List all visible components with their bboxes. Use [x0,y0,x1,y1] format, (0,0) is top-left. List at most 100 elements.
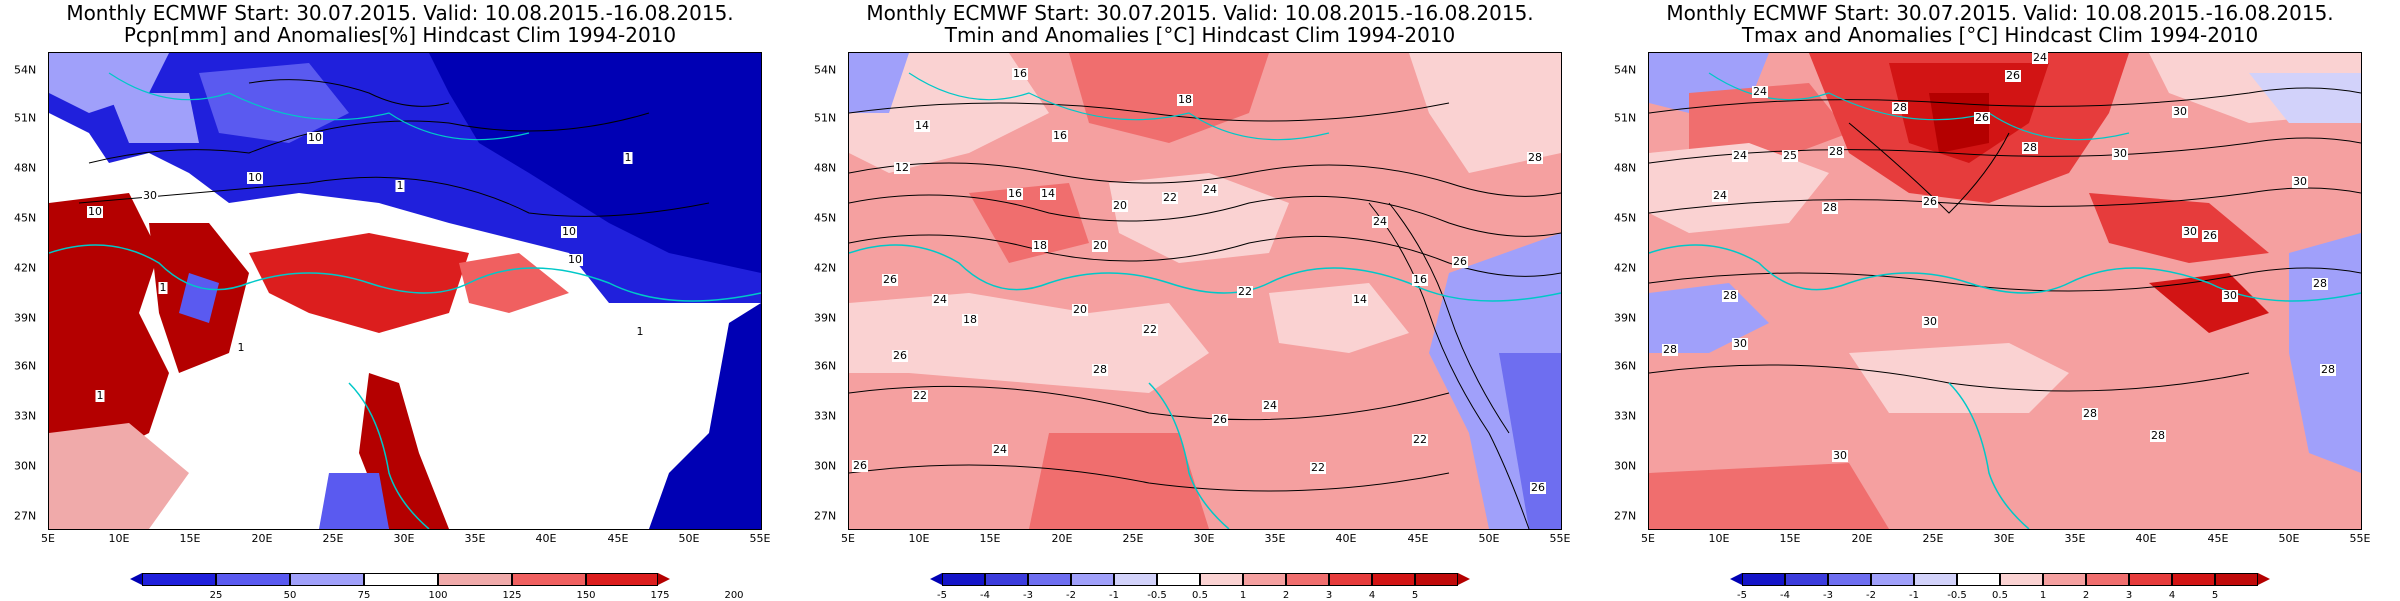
contour-label: 28 [2150,429,2166,442]
colorbar-segment [1914,573,1957,586]
lat-label: 54N [1614,63,1637,77]
colorbar-label: 125 [502,590,522,601]
colorbar-label: 4 [2168,590,2176,601]
contour-label: 1 [395,179,405,192]
contour-label: 26 [892,349,908,362]
contour-label: 10 [87,205,103,218]
colorbar-label: -5 [1737,590,1747,601]
map-tmax [1648,52,2362,530]
colorbar-label: 2 [2082,590,2090,601]
contour-label: 18 [1032,239,1048,252]
contour-label: 26 [1452,255,1468,268]
lon-label: 55E [2349,532,2371,545]
colorbar-segment [216,573,290,586]
colorbar-max-arrow [1458,573,1470,585]
lat-label: 27N [1614,509,1637,523]
lat-label: 48N [1614,161,1637,175]
map-fill [1649,53,2361,529]
lat-label: 39N [1614,311,1637,325]
lat-label: 39N [814,311,837,325]
contour-label: 16 [1007,187,1023,200]
contour-label: 18 [962,313,978,326]
colorbar-max-arrow [2258,573,2270,585]
colorbar-segment [438,573,512,586]
panel-title-line1: Monthly ECMWF Start: 30.07.2015. Valid: … [866,1,1534,25]
contour-label: 28 [2320,363,2336,376]
lon-label: 25E [322,532,344,545]
lon-label: 35E [464,532,486,545]
contour-label: 1 [95,389,105,402]
lon-label: 5E [1641,532,1655,545]
contour-label: 30 [2182,225,2198,238]
map-fill [849,53,1561,529]
contour-label: 28 [1822,201,1838,214]
colorbar-segment [1157,573,1200,586]
lon-label: 55E [1549,532,1571,545]
lat-label: 51N [814,111,837,125]
contour-label: 20 [1072,303,1088,316]
panel-title-line1: Monthly ECMWF Start: 30.07.2015. Valid: … [1666,1,2334,25]
lon-label: 10E [108,532,130,545]
colorbar-segment [1286,573,1329,586]
contour-label: 30 [1732,337,1748,350]
contour-label: 10 [561,225,577,238]
colorbar-label: 3 [1325,590,1333,601]
colorbar [1730,573,2270,586]
colorbar-label: -1 [1909,590,1919,601]
contour-label: 26 [882,273,898,286]
colorbar-segment [2215,573,2258,586]
contour-label: 28 [2082,407,2098,420]
colorbar-label: -0.5 [1947,590,1967,601]
contour-label: 28 [1662,343,1678,356]
contour-label: 22 [1142,323,1158,336]
colorbar-label: 1 [2039,590,2047,601]
lon-label: 45E [1407,532,1429,545]
contour-label: 24 [1712,189,1728,202]
colorbar-segment [1028,573,1071,586]
contour-label: 10 [307,131,323,144]
colorbar-segment [290,573,364,586]
lon-label: 15E [1779,532,1801,545]
contour-label: 26 [852,459,868,472]
lon-label: 10E [1708,532,1730,545]
contour-label: 22 [1162,191,1178,204]
colorbar-min-arrow [130,573,142,585]
colorbar-label: 5 [2211,590,2219,601]
lat-label: 54N [14,63,37,77]
map-tmin [848,52,1562,530]
panel-precipitation: Monthly ECMWF Start: 30.07.2015. Valid: … [0,0,800,601]
colorbar-segment [1200,573,1243,586]
contour-label: 16 [1412,273,1428,286]
contour-label: 22 [912,389,928,402]
colorbar-label: 75 [357,590,371,601]
colorbar-segment [2000,573,2043,586]
colorbar-label: -2 [1066,590,1076,601]
contour-label: 28 [1828,145,1844,158]
contour-label: 26 [1974,111,1990,124]
contour-label: 24 [2032,51,2048,64]
lat-label: 51N [1614,111,1637,125]
lon-label: 35E [1264,532,1286,545]
contour-label: 12 [894,161,910,174]
colorbar-max-arrow [658,573,670,585]
lon-label: 35E [2064,532,2086,545]
lon-label: 40E [535,532,557,545]
colorbar [930,573,1470,586]
colorbar-segment [1871,573,1914,586]
contour-label: 14 [914,119,930,132]
colorbar-label: -3 [1823,590,1833,601]
lat-label: 27N [814,509,837,523]
contour-label: 16 [1012,67,1028,80]
colorbar-segment [942,573,985,586]
contour-label: 16 [1052,129,1068,142]
lon-label: 25E [1922,532,1944,545]
lat-label: 36N [814,359,837,373]
colorbar-label: 5 [1411,590,1419,601]
contour-label: 20 [1112,199,1128,212]
lat-label: 42N [14,261,37,275]
contour-label: 1 [236,341,246,354]
lon-label: 50E [678,532,700,545]
contour-label: 22 [1237,285,1253,298]
colorbar-label: 50 [283,590,297,601]
colorbar-label: -5 [937,590,947,601]
